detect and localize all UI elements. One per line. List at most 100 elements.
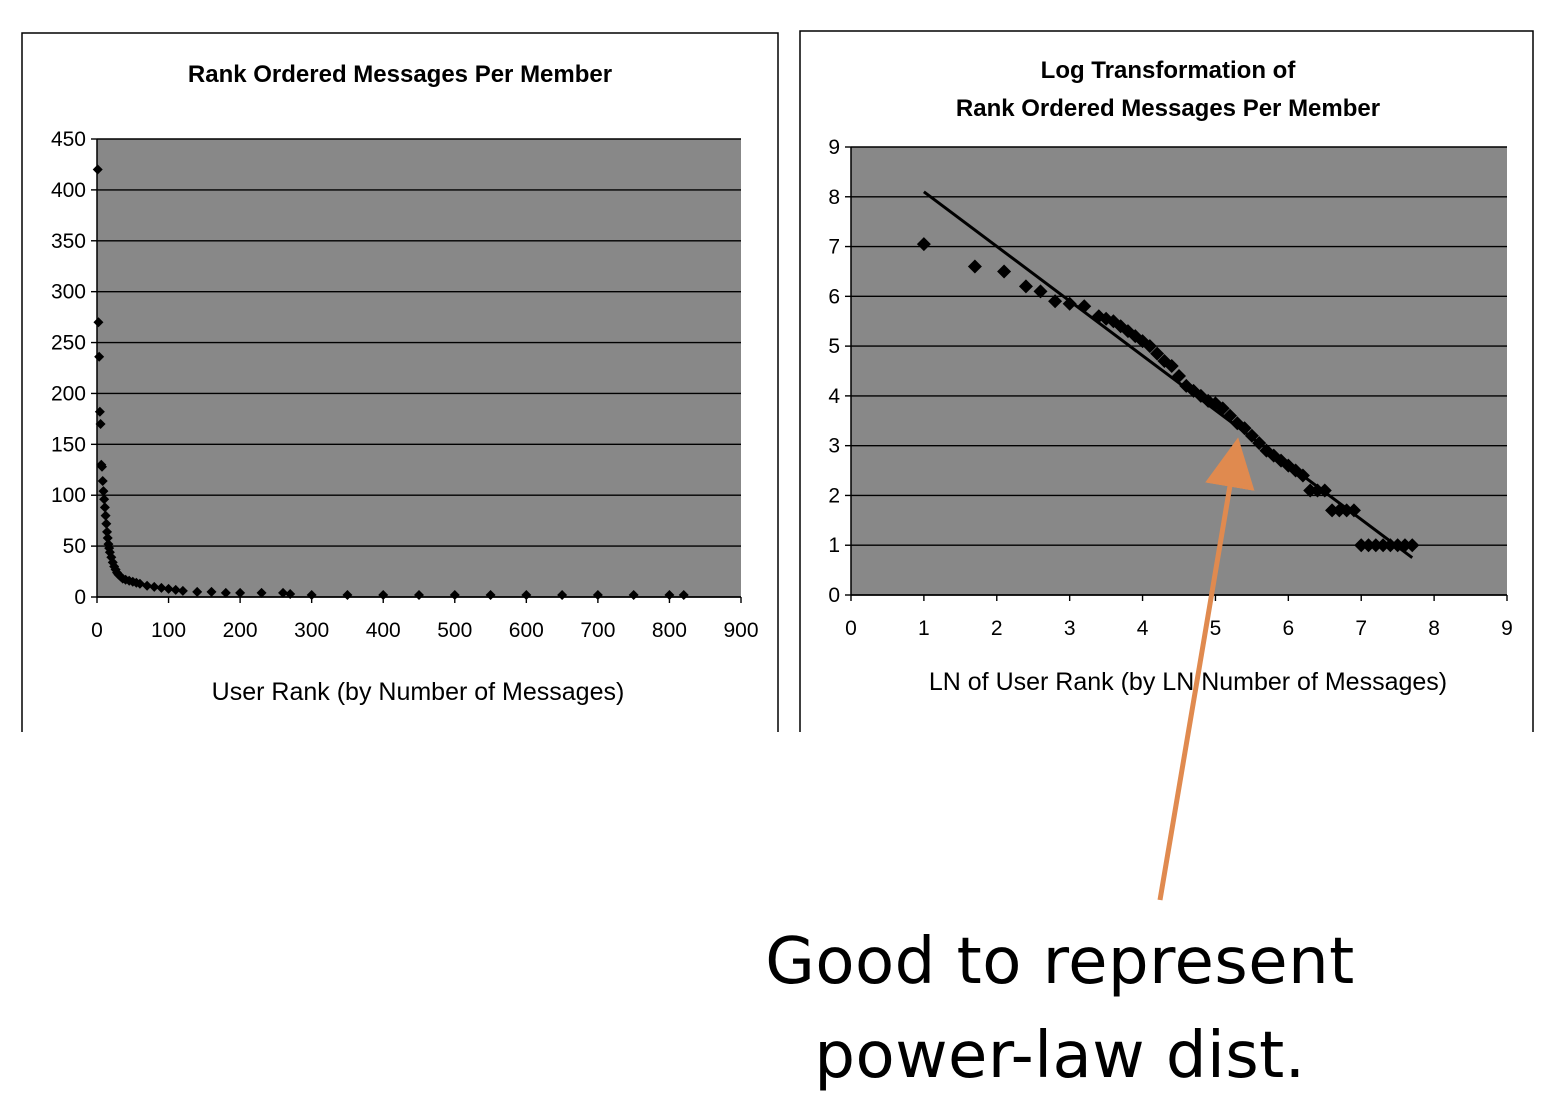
left-data-point — [102, 526, 113, 537]
right-chart-title-line-2: Rank Ordered Messages Per Member — [956, 95, 1380, 122]
right-data-point — [1317, 483, 1332, 498]
left-x-tick-label: 300 — [294, 619, 329, 642]
left-x-tick-label: 500 — [437, 619, 472, 642]
annotation-arrow — [1157, 437, 1255, 901]
left-x-tick-label: 0 — [91, 619, 103, 642]
right-data-point — [1303, 483, 1318, 498]
right-chart-title-line-1: Log Transformation of — [1041, 57, 1297, 84]
left-data-point — [235, 587, 246, 598]
right-data-point — [1295, 468, 1310, 483]
right-data-point — [1048, 294, 1063, 309]
right-x-tick-label: 2 — [991, 617, 1003, 640]
right-data-point — [916, 237, 931, 252]
right-data-point — [1390, 538, 1405, 553]
right-x-tick-label: 8 — [1428, 617, 1440, 640]
left-data-point — [98, 486, 109, 497]
right-y-tick-label: 6 — [828, 285, 840, 308]
right-data-point — [1354, 538, 1369, 553]
left-data-point — [592, 589, 603, 600]
left-y-tick-label: 400 — [51, 179, 86, 202]
right-data-point — [1164, 359, 1179, 374]
right-x-axis-label: LN of User Rank (by LN Number of Message… — [929, 668, 1447, 696]
right-x-tick-label: 7 — [1355, 617, 1367, 640]
right-data-point — [1339, 503, 1354, 518]
left-data-point — [206, 586, 217, 597]
left-x-tick-label: 100 — [151, 619, 186, 642]
left-data-point — [97, 475, 108, 486]
right-data-point — [1215, 401, 1230, 416]
left-y-tick-label: 150 — [51, 433, 86, 456]
left-data-point — [156, 582, 167, 593]
right-x-tick-label: 9 — [1501, 617, 1513, 640]
right-data-point — [1405, 538, 1420, 553]
log-rank-chart: Log Transformation of Rank Ordered Messa… — [799, 30, 1534, 732]
right-data-point — [1332, 503, 1347, 518]
right-data-point — [1033, 284, 1048, 299]
right-data-point — [1018, 279, 1033, 294]
right-x-tick-label: 6 — [1282, 617, 1294, 640]
left-data-point — [170, 584, 181, 595]
left-y-tick-label: 300 — [51, 281, 86, 304]
left-data-point — [93, 317, 104, 328]
right-y-tick-label: 1 — [828, 534, 840, 557]
left-data-point — [485, 589, 496, 600]
right-x-tick-label: 5 — [1210, 617, 1222, 640]
left-data-point — [192, 586, 203, 597]
right-data-point — [1223, 408, 1238, 423]
linear-rank-chart: Rank Ordered Messages Per Member 0 50 100 1… — [21, 32, 779, 732]
left-plot-area — [97, 139, 741, 597]
right-x-tick-label: 1 — [918, 617, 930, 640]
right-data-point — [1150, 346, 1165, 361]
left-x-tick-label: 800 — [652, 619, 687, 642]
left-x-tick-label: 400 — [366, 619, 401, 642]
left-data-point — [220, 587, 231, 598]
right-trendline — [922, 190, 1414, 559]
left-y-tick-label: 100 — [51, 484, 86, 507]
right-data-point — [1368, 538, 1383, 553]
right-data-point — [1346, 503, 1361, 518]
left-data-point — [101, 518, 112, 529]
left-y-tick-label: 250 — [51, 332, 86, 355]
left-data-point — [306, 589, 317, 600]
left-data-point — [134, 578, 145, 589]
left-y-tick-label: 0 — [74, 586, 86, 609]
right-y-tick-label: 2 — [828, 484, 840, 507]
left-y-tick-label: 50 — [63, 535, 86, 558]
right-data-point — [997, 264, 1012, 279]
left-x-axis-label: User Rank (by Number of Messages) — [212, 678, 625, 706]
left-y-tick-label: 350 — [51, 230, 86, 253]
right-data-point — [1172, 368, 1186, 383]
left-x-tick-label: 700 — [580, 619, 615, 642]
annotation-line-1: Good to represent — [765, 925, 1355, 999]
left-data-point — [95, 418, 106, 429]
left-data-point — [278, 587, 289, 598]
left-data-point — [678, 589, 689, 600]
left-chart-title: Rank Ordered Messages Per Member — [188, 61, 612, 88]
right-y-tick-label: 0 — [828, 584, 840, 607]
left-data-point — [99, 502, 110, 513]
left-data-point — [256, 587, 267, 598]
left-data-point — [142, 580, 153, 591]
left-data-point — [94, 406, 105, 417]
left-data-point — [414, 589, 424, 600]
right-data-point — [1237, 421, 1252, 436]
annotation-line-2: power-law dist. — [814, 1019, 1306, 1093]
left-data-point — [99, 494, 110, 505]
left-x-tick-label: 200 — [223, 619, 258, 642]
right-y-tick-label: 3 — [828, 435, 840, 458]
right-x-tick-label: 3 — [1064, 617, 1076, 640]
left-data-point — [102, 532, 113, 543]
right-data-point — [1361, 538, 1376, 553]
right-data-point — [1142, 339, 1157, 354]
right-data-point — [1310, 483, 1325, 498]
right-data-point — [1077, 299, 1092, 314]
right-chart-frame — [799, 30, 1534, 732]
left-chart-frame — [21, 32, 779, 732]
left-x-tick-label: 600 — [509, 619, 544, 642]
left-data-point — [378, 589, 389, 600]
left-data-point — [100, 510, 111, 521]
left-x-tick-label: 900 — [723, 619, 758, 642]
left-data-point — [92, 164, 103, 175]
right-y-tick-label: 8 — [828, 186, 840, 209]
